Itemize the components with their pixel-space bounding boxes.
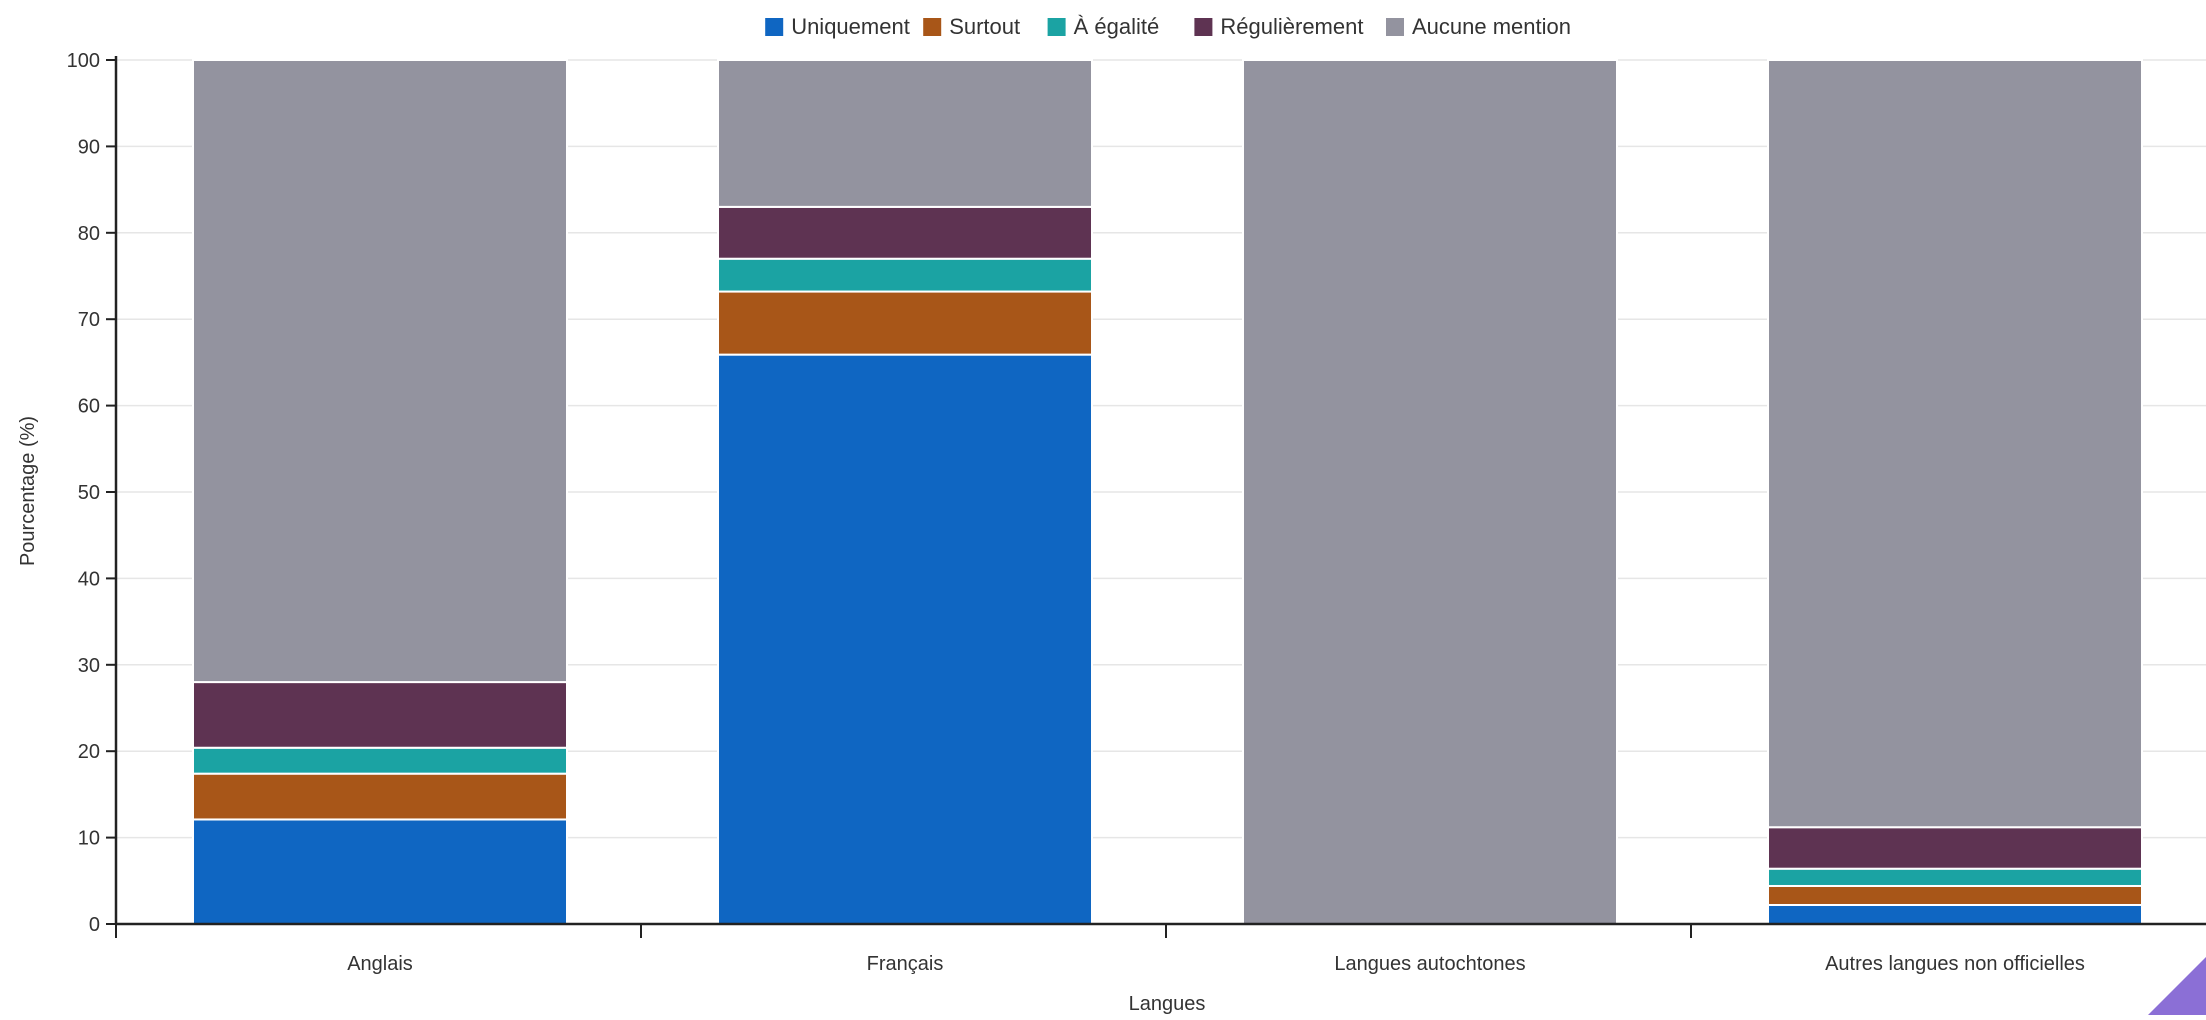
bar-segment[interactable]	[717, 257, 1093, 293]
legend-swatch	[1047, 18, 1066, 36]
bar-segment[interactable]	[192, 772, 568, 821]
bar-segment[interactable]	[192, 746, 568, 775]
bar-segment[interactable]	[192, 59, 568, 684]
bar-segment[interactable]	[1767, 867, 2143, 887]
y-axis-title: Pourcentage (%)	[17, 416, 39, 566]
corner-fold-decoration	[2148, 957, 2206, 1015]
bar-segment[interactable]	[717, 290, 1093, 356]
bar-segment[interactable]	[1767, 59, 2143, 829]
x-tick-label: Autres langues non officielles	[1825, 953, 2085, 975]
legend-swatch	[923, 18, 942, 36]
legend-swatch	[1194, 18, 1213, 36]
bars	[192, 59, 2143, 926]
y-tick-label: 70	[78, 309, 100, 331]
legend-swatch	[1386, 18, 1404, 36]
y-tick-label: 0	[89, 914, 100, 936]
axes: 0 10 20 30 40 50 60 70 80 90 100 Anglais Français Lan…	[67, 50, 2206, 975]
bar-segment[interactable]	[1767, 884, 2143, 906]
y-tick-label: 90	[78, 136, 100, 158]
legend-swatch	[765, 18, 784, 36]
legend-label[interactable]: Aucune mention	[1412, 14, 1571, 39]
y-tick-label: 60	[78, 396, 100, 418]
y-tick-label: 40	[78, 568, 100, 590]
bar-segment[interactable]	[1767, 826, 2143, 870]
bar-segment[interactable]	[1242, 59, 1618, 925]
y-tick-label: 20	[78, 741, 100, 763]
x-axis-title: Langues	[1129, 993, 1206, 1015]
bar-segment[interactable]	[717, 353, 1093, 925]
y-tick-label: 100	[67, 50, 100, 72]
bar-segment[interactable]	[192, 681, 568, 749]
x-tick-label: Anglais	[347, 953, 413, 975]
bar-segment[interactable]	[717, 205, 1093, 260]
bar-segment[interactable]	[1767, 903, 2143, 926]
y-tick-label: 30	[78, 655, 100, 677]
bar-segment[interactable]	[717, 59, 1093, 208]
y-tick-label: 10	[78, 828, 100, 850]
x-tick-label: Français	[867, 953, 944, 975]
legend-label[interactable]: Surtout	[949, 14, 1020, 39]
y-tick-label: 50	[78, 482, 100, 504]
bar-segment[interactable]	[192, 818, 568, 925]
legend-label[interactable]: À égalité	[1074, 14, 1160, 39]
legend-label[interactable]: Uniquement	[791, 14, 910, 39]
legend: Uniquement Surtout À égalité Régulièrement A…	[765, 14, 1571, 39]
x-tick-label: Langues autochtones	[1334, 953, 1525, 975]
legend-label[interactable]: Régulièrement	[1220, 14, 1363, 39]
y-tick-label: 80	[78, 223, 100, 245]
